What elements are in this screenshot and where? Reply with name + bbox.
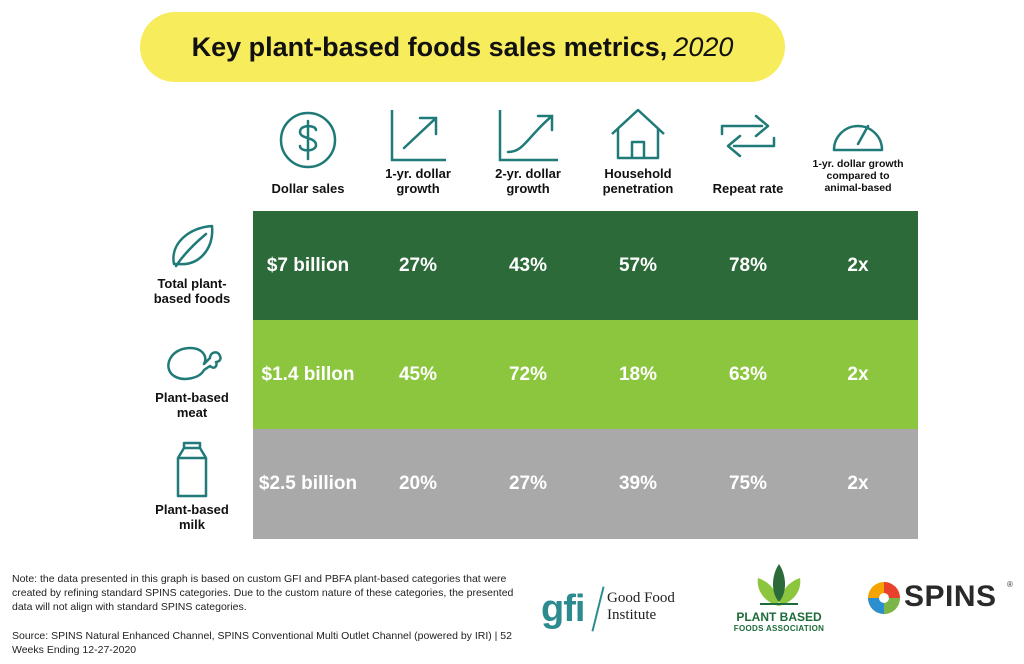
sprout-leaves-icon: [757, 564, 801, 606]
table-row: $7 billion 27% 43% 57% 78% 2x: [253, 211, 918, 321]
repeat-arrows-icon: [720, 114, 776, 158]
gfi-name-line1: Good Food: [607, 590, 675, 606]
house-icon: [611, 108, 665, 160]
growth-arrow-icon: [390, 110, 446, 162]
column-header-1yr-growth: 1-yr. dollar growth: [363, 102, 473, 210]
title-main: Key plant-based foods sales metrics,: [191, 31, 668, 62]
cell-growth-vs-animal: 2x: [847, 473, 869, 494]
footnote: Note: the data presented in this graph i…: [12, 573, 514, 613]
cell-1yr-growth: 27%: [398, 255, 438, 276]
column-header-dollar-sales: Dollar sales: [253, 102, 363, 210]
title-year: 2020: [673, 31, 734, 62]
spins-globe-icon: [868, 582, 900, 614]
milk-carton-icon: [176, 441, 208, 498]
dollar-icon: [279, 111, 337, 169]
cell-2yr-growth: 27%: [508, 473, 548, 494]
column-label: Dollar sales: [271, 181, 345, 196]
gauge-icon: [832, 124, 884, 152]
pbfa-line2: FOODS ASSOCIATION: [733, 624, 825, 633]
leaf-icon: [172, 224, 214, 268]
gfi-name: Good Food Institute: [607, 590, 675, 624]
cell-growth-vs-animal: 2x: [847, 364, 869, 385]
column-label: 2-yr. dollar growth: [495, 166, 561, 196]
column-label: 1-yr. dollar growth compared to animal-b…: [812, 158, 904, 194]
column-label: Repeat rate: [712, 181, 784, 196]
cell-1yr-growth: 20%: [398, 473, 438, 494]
drumstick-icon: [167, 346, 222, 381]
cell-household-penetration: 39%: [618, 473, 658, 494]
pbfa-line1: PLANT BASED: [736, 610, 822, 624]
table-row: $2.5 billion 20% 27% 39% 75% 2x: [253, 429, 918, 539]
gfi-mark: gfi: [541, 588, 585, 630]
cell-dollar-sales: $1.4 billon: [261, 364, 355, 385]
cell-2yr-growth: 43%: [508, 255, 548, 276]
source-note: Source: SPINS Natural Enhanced Channel, …: [12, 630, 512, 656]
row-label: Plant-based milk: [155, 502, 229, 532]
cell-repeat-rate: 78%: [728, 255, 768, 276]
cell-dollar-sales: $2.5 billion: [258, 473, 358, 494]
gfi-logo: gfi Good Food Institute: [541, 584, 701, 634]
spins-registered-mark: ®: [1007, 580, 1013, 589]
row-header-plant-based-meat: Plant-based meat: [140, 332, 244, 420]
gfi-divider: [591, 586, 605, 632]
column-header-2yr-growth: 2-yr. dollar growth: [473, 102, 583, 210]
cell-2yr-growth: 72%: [508, 364, 548, 385]
gfi-name-line2: Institute: [607, 607, 657, 623]
row-header-plant-based-milk: Plant-based milk: [140, 440, 244, 532]
column-header-household-penetration: Household penetration: [583, 102, 693, 210]
column-header-repeat-rate: Repeat rate: [693, 102, 803, 210]
column-label: Household penetration: [602, 166, 674, 196]
spins-word: SPINS: [904, 580, 997, 613]
cell-repeat-rate: 63%: [728, 364, 768, 385]
table-row: $1.4 billon 45% 72% 18% 63% 2x: [253, 320, 918, 430]
row-label: Total plant-based foods: [153, 276, 231, 306]
column-label: 1-yr. dollar growth: [385, 166, 451, 196]
row-label: Plant-based meat: [155, 390, 229, 420]
column-header-growth-vs-animal: 1-yr. dollar growth compared to animal-b…: [803, 102, 913, 210]
cell-1yr-growth: 45%: [398, 364, 438, 385]
cell-household-penetration: 57%: [618, 255, 658, 276]
growth-curve-icon: [498, 110, 558, 162]
chart-title: Key plant-based foods sales metrics, 202…: [140, 12, 785, 82]
pbfa-logo: PLANT BASED FOODS ASSOCIATION: [720, 562, 838, 640]
cell-growth-vs-animal: 2x: [847, 255, 869, 276]
cell-household-penetration: 18%: [618, 364, 658, 385]
spins-logo: SPINS ®: [864, 578, 1014, 618]
cell-dollar-sales: $7 billion: [266, 255, 350, 276]
row-header-total-plant-based: Total plant-based foods: [140, 222, 244, 306]
cell-repeat-rate: 75%: [728, 473, 768, 494]
